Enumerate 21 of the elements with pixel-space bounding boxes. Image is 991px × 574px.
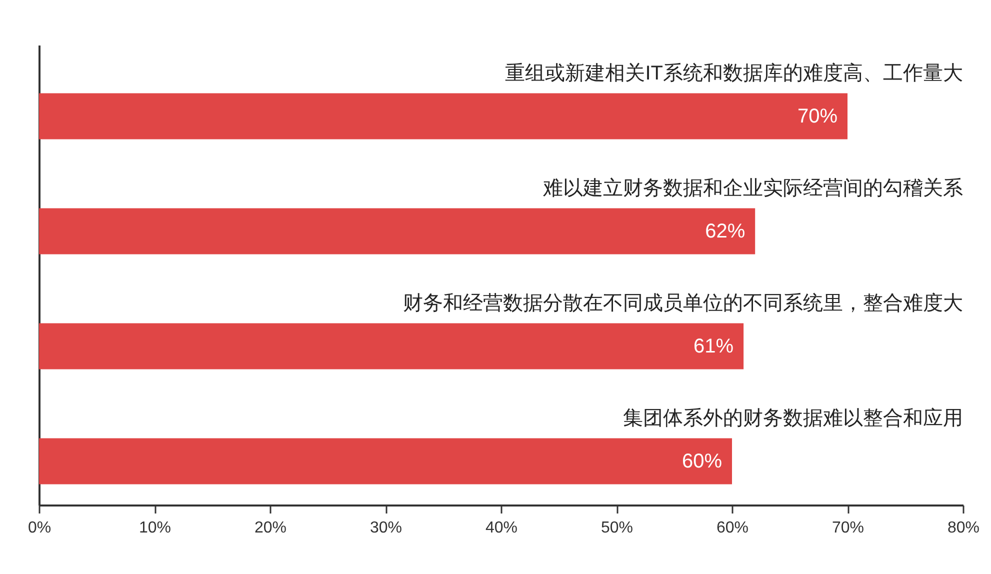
y-tick-label: 集团体系外的财务数据难以整合和应用	[623, 407, 963, 430]
y-tick-label: 难以建立财务数据和企业实际经营间的勾稽关系	[542, 177, 963, 200]
bar	[39, 93, 848, 140]
y-tick-label: 财务和经营数据分散在不同成员单位的不同系统里，整合难度大	[403, 292, 963, 314]
x-tick-label: 10%	[138, 520, 172, 536]
x-tick-label: 60%	[716, 520, 749, 536]
data-label: 70%	[797, 105, 838, 128]
bar	[39, 438, 732, 484]
x-tick-label: 40%	[485, 520, 518, 536]
data-label: 62%	[705, 220, 746, 242]
x-tick-label: 0%	[28, 520, 52, 536]
data-label: 60%	[682, 450, 722, 472]
x-tick-label: 20%	[254, 520, 287, 536]
x-tick-label: 70%	[832, 520, 864, 536]
x-tick-label: 80%	[947, 520, 980, 536]
y-tick-label: 重组或新建相关IT系统和数据库的难度高、工作量大	[505, 61, 963, 84]
x-tick-label: 30%	[370, 520, 402, 536]
bar	[39, 323, 744, 370]
data-label: 61%	[694, 335, 734, 358]
x-tick-label: 50%	[600, 520, 634, 536]
bar	[39, 208, 756, 254]
